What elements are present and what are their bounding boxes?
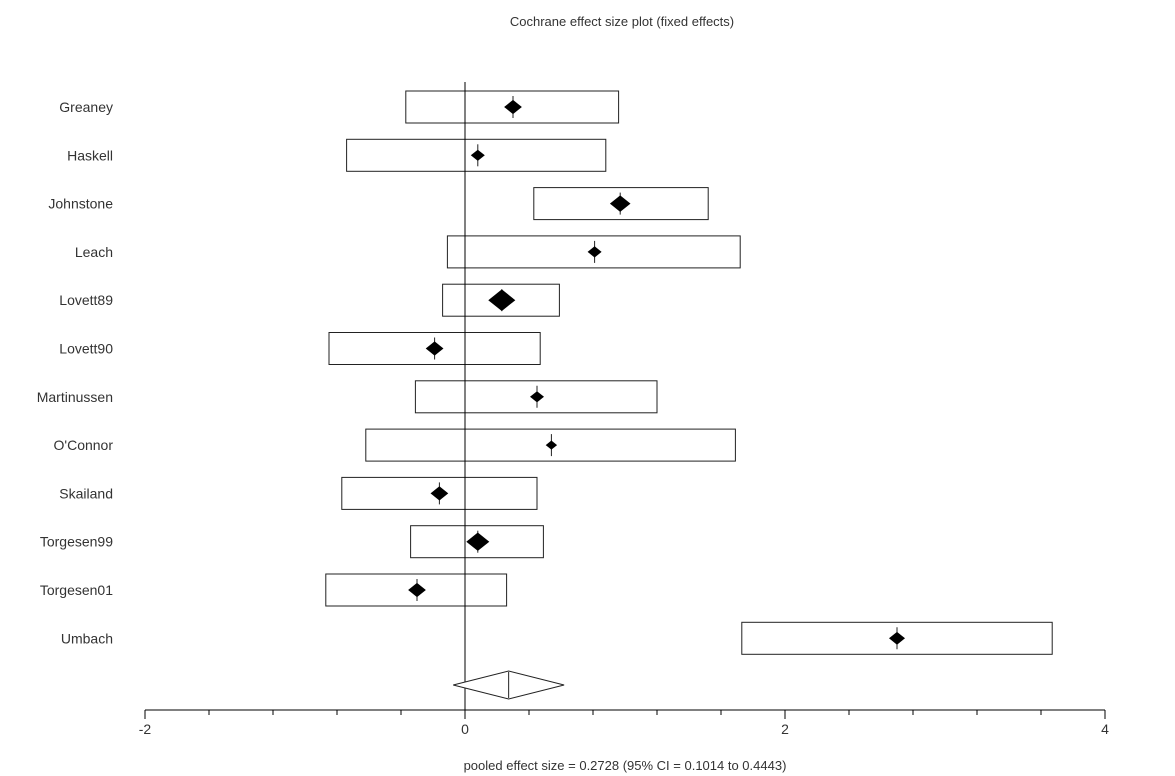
- effect-point: [430, 486, 449, 501]
- effect-point: [466, 532, 490, 551]
- study-label: Haskell: [67, 147, 113, 163]
- tick-label: 0: [461, 721, 469, 737]
- study-label: Umbach: [61, 630, 113, 646]
- effect-point: [425, 341, 444, 356]
- tick-label: 4: [1101, 721, 1109, 737]
- effect-point: [504, 99, 522, 115]
- x-axis-label: pooled effect size = 0.2728 (95% CI = 0.…: [464, 758, 787, 773]
- study-label: Leach: [75, 244, 113, 260]
- tick-label: 2: [781, 721, 789, 737]
- effect-point: [470, 149, 485, 161]
- study-label: Lovett89: [59, 292, 113, 308]
- study-label: Torgesen99: [40, 534, 113, 550]
- study-label: Greaney: [59, 99, 113, 115]
- study-rows: Greaney Haskell Johnstone Leach Lovett89 Love…: [37, 90, 1053, 655]
- effect-point: [609, 195, 631, 212]
- study-label: O'Connor: [54, 437, 114, 453]
- effect-point: [408, 582, 426, 598]
- study-label: Torgesen01: [40, 582, 113, 598]
- effect-point: [587, 246, 602, 258]
- chart-title: Cochrane effect size plot (fixed effects…: [510, 14, 734, 29]
- effect-point: [888, 631, 906, 645]
- tick-label: -2: [139, 721, 152, 737]
- study-label: Lovett90: [59, 341, 113, 357]
- study-label: Johnstone: [48, 196, 113, 212]
- study-label: Skailand: [59, 485, 113, 501]
- effect-point: [488, 289, 516, 312]
- x-axis: -2 0 2 4: [139, 709, 1109, 737]
- effect-point: [545, 440, 558, 450]
- pooled-estimate: [453, 670, 565, 700]
- effect-point: [530, 391, 544, 403]
- study-label: Martinussen: [37, 389, 113, 405]
